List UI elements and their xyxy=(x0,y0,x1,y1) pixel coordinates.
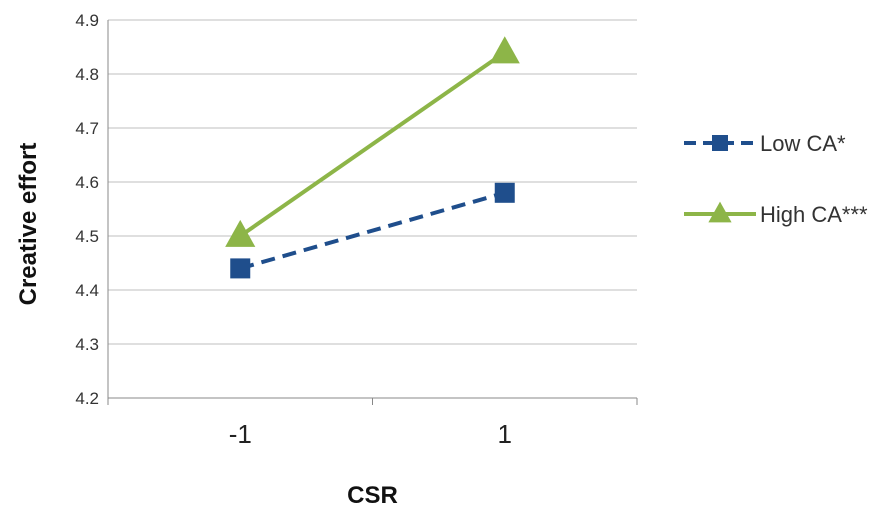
series-layer xyxy=(225,36,520,279)
y-tick-label: 4.9 xyxy=(75,11,99,30)
data-point xyxy=(489,36,520,64)
series-low-ca xyxy=(230,182,515,279)
data-point xyxy=(225,219,256,247)
gridlines xyxy=(108,19,637,399)
y-tick-label: 4.2 xyxy=(75,389,99,408)
series-line xyxy=(239,50,506,238)
x-tick-labels: -1 1 xyxy=(107,398,638,449)
legend-item: High CA*** xyxy=(684,201,868,227)
data-point xyxy=(230,258,251,279)
series-high-ca xyxy=(225,36,520,247)
data-point xyxy=(494,182,515,203)
y-tick-label: 4.8 xyxy=(75,65,99,84)
y-tick-label: 4.7 xyxy=(75,119,99,138)
y-tick-label: 4.5 xyxy=(75,227,99,246)
y-tick-label: 4.4 xyxy=(75,281,99,300)
legend: Low CA* High CA*** xyxy=(684,131,868,227)
legend-item: Low CA* xyxy=(684,131,846,156)
y-tick-labels: 4.2 4.3 4.4 4.5 4.6 4.7 4.8 4.9 xyxy=(75,11,99,408)
legend-marker xyxy=(708,201,732,223)
y-tick-label: 4.6 xyxy=(75,173,99,192)
series-line xyxy=(239,190,506,271)
y-tick-label: 4.3 xyxy=(75,335,99,354)
legend-marker xyxy=(712,135,728,151)
x-axis-label: CSR xyxy=(347,482,398,509)
x-tick-label: 1 xyxy=(498,419,512,449)
y-axis-label: Creative effort xyxy=(15,143,42,306)
legend-label: Low CA* xyxy=(760,131,846,156)
legend-label: High CA*** xyxy=(760,202,868,227)
axes xyxy=(107,20,637,399)
x-tick-label: -1 xyxy=(229,419,252,449)
